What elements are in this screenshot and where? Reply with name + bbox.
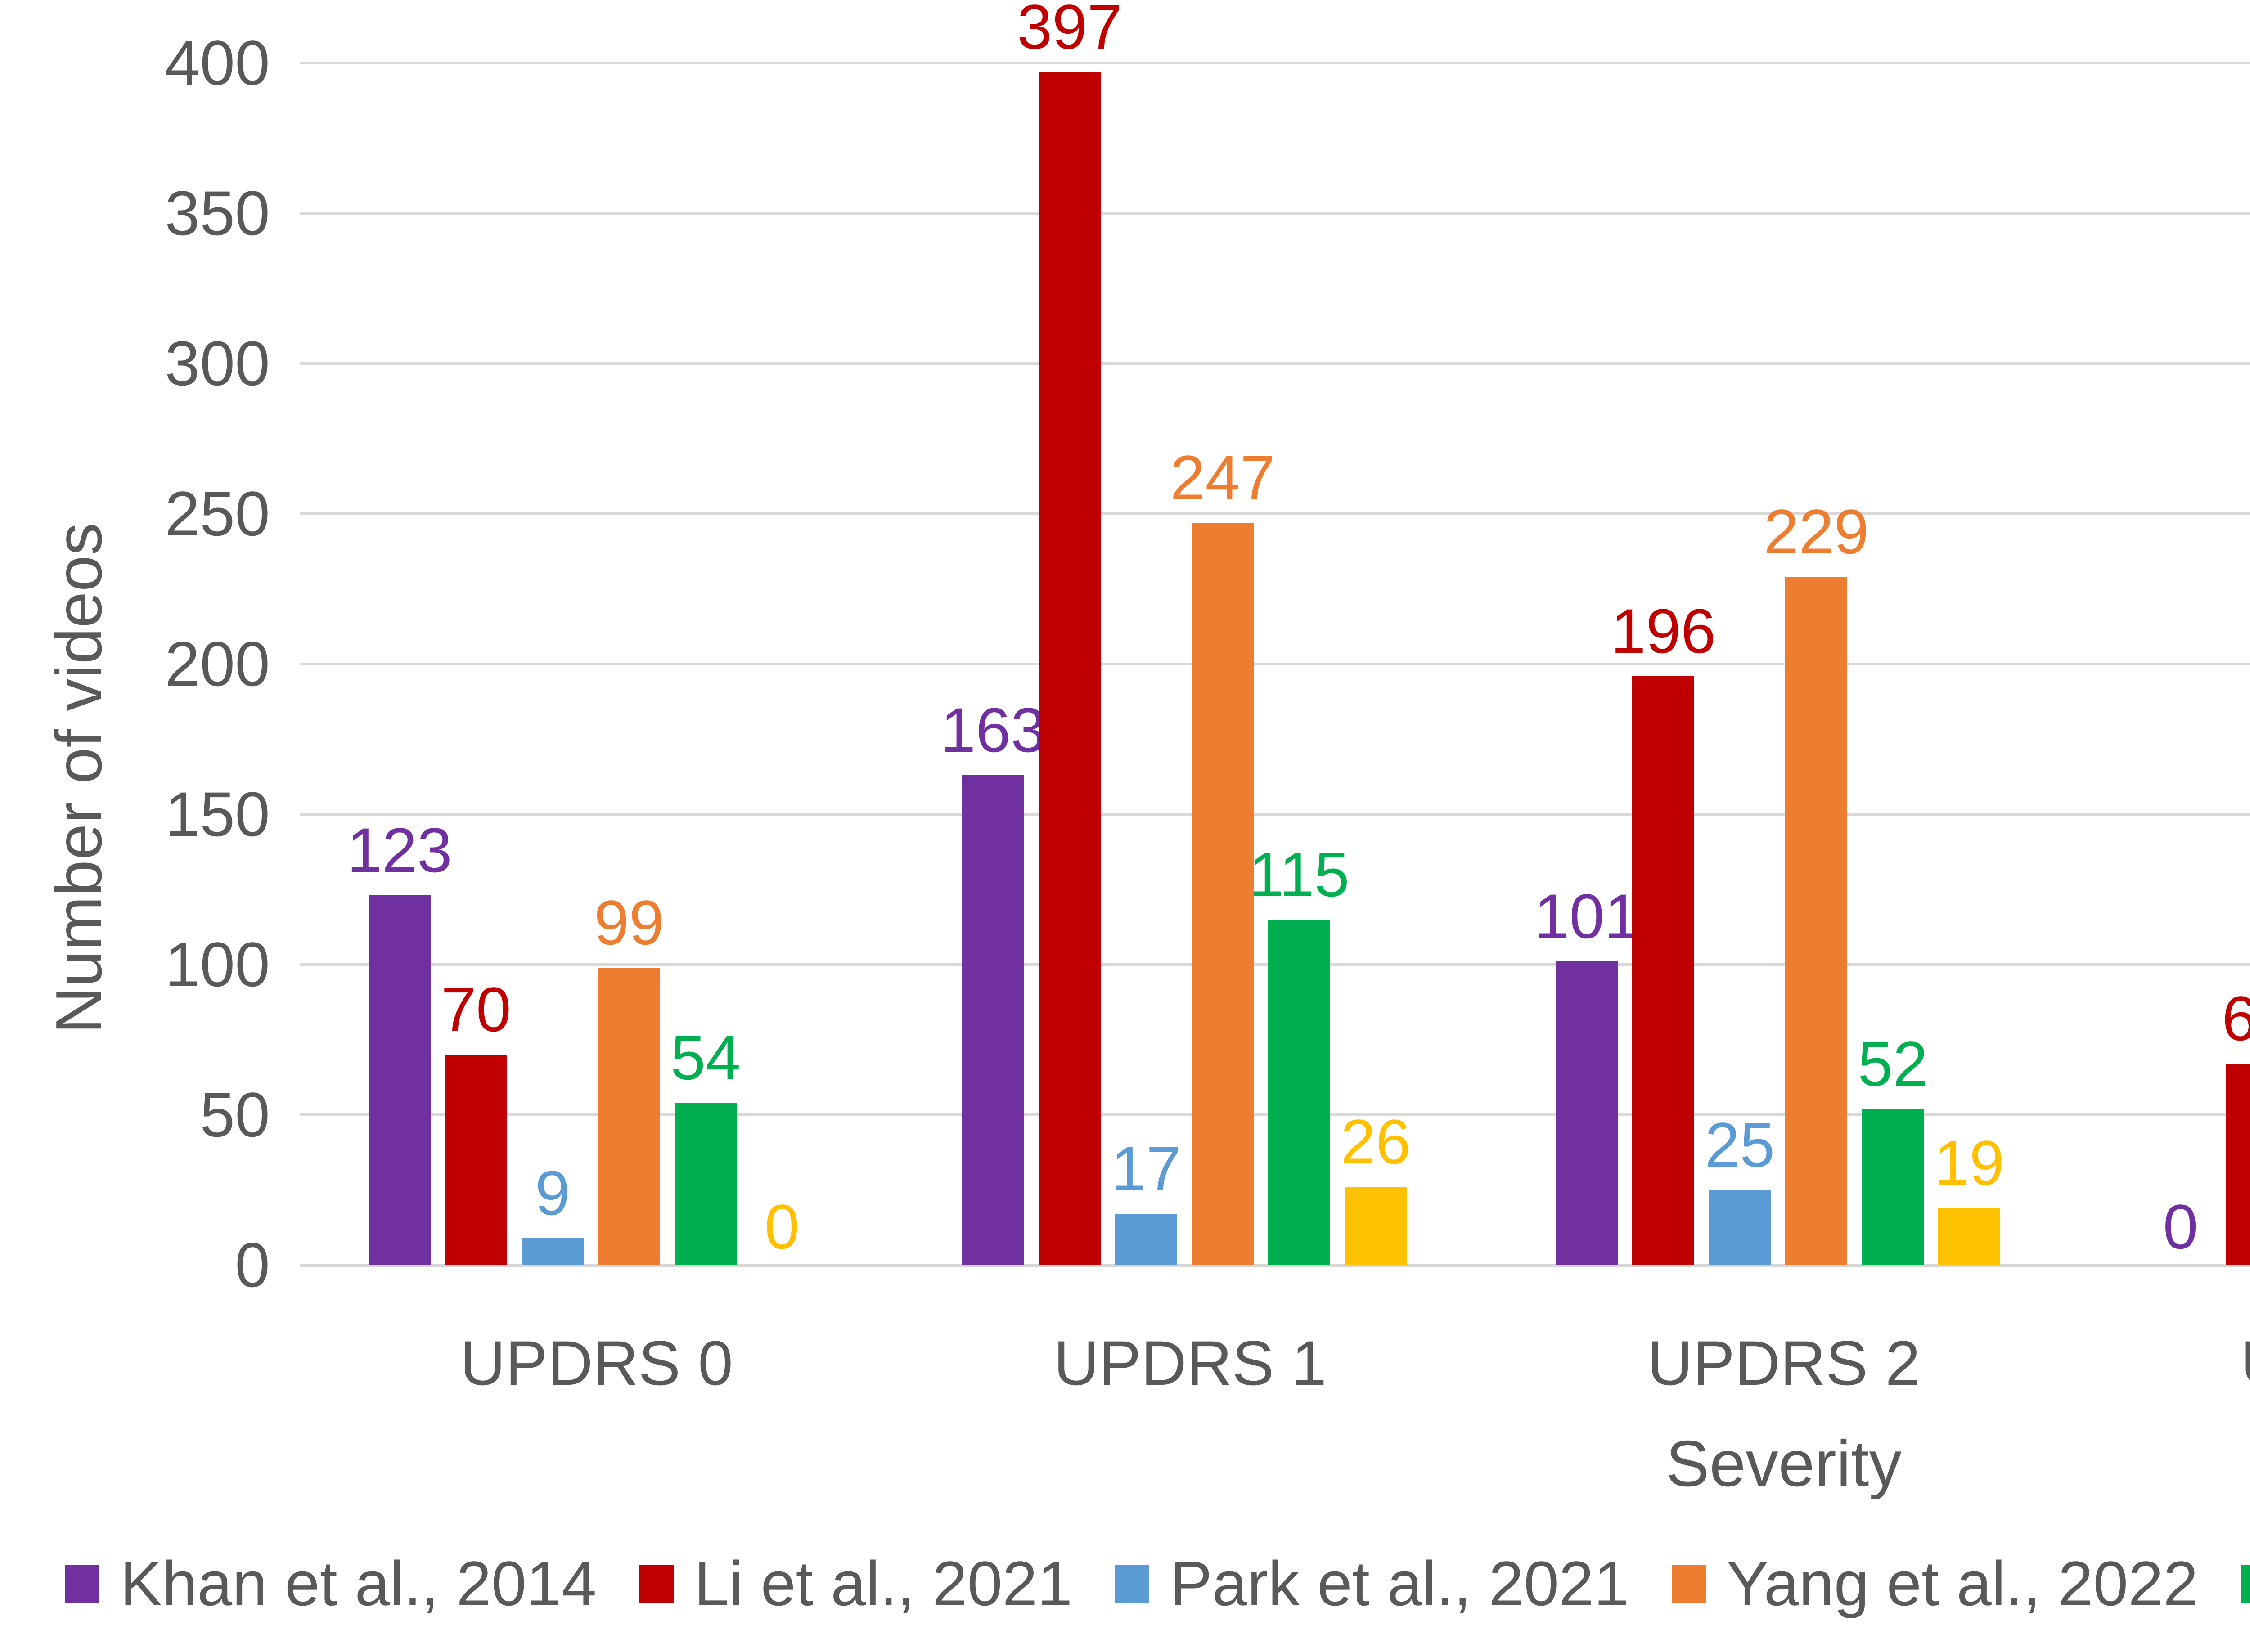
y-axis-tick-label: 150 [165,779,270,849]
bar [1632,676,1695,1265]
bar-value-label: 196 [1611,595,1716,666]
legend-item: Park et al., 2021 [1115,1547,1629,1620]
legend-label: Park et al., 2021 [1170,1548,1629,1619]
legend-label: Yang et al., 2022 [1726,1548,2199,1619]
bar [1192,523,1254,1265]
y-axis-tick-label: 350 [165,178,270,248]
gridline [300,362,2250,365]
legend-item: Yang et al., 2022 [1671,1547,2199,1620]
x-axis-title: Severity [1666,1427,1902,1500]
bar [962,775,1025,1265]
gridline [300,512,2250,515]
bar [598,967,660,1265]
bar [675,1103,737,1265]
legend-label: Li et al., 2021 [694,1548,1073,1619]
gridline [300,62,2250,64]
legend-marker-swatch [1115,1565,1150,1603]
gridline [300,813,2250,816]
x-axis-category-label: UPDRS 0 [460,1328,733,1398]
bar-value-label: 163 [940,695,1046,766]
x-axis-category-label: UPDRS 3 [2175,1327,2250,1399]
legend-marker-swatch [639,1565,674,1603]
bar-value-label: 101 [1534,881,1640,952]
bar [1115,1214,1178,1265]
legend: Khan et al., 2014 Li et al., 2021 Park et … [0,1541,2250,1626]
bar-value-label: 70 [441,974,511,1045]
y-axis-tick-label: 50 [200,1079,270,1150]
bar-value-label: 0 [2163,1191,2198,1262]
bar [1345,1187,1407,1265]
bar-value-label: 397 [1017,0,1122,63]
legend-marker-swatch [2241,1565,2250,1603]
bar-value-label: 54 [670,1022,741,1093]
legend-item: Li et al., 2021 [639,1547,1073,1620]
gridline [300,663,2250,665]
legend-marker-swatch [1671,1565,1706,1603]
legend-marker-swatch [65,1565,100,1603]
bar-value-label: 247 [1170,442,1275,513]
y-axis-tick-label: 0 [235,1230,270,1300]
bar-value-label: 0 [765,1191,800,1262]
y-axis-tick-label: 250 [165,478,270,549]
bar [1039,72,1101,1265]
legend-item: Khan et al., 2014 [65,1547,597,1620]
bar [1938,1208,2001,1265]
legend-item: Li et al., 2022 [2241,1547,2250,1620]
y-axis-title: Number of videos [42,522,115,1034]
y-axis-tick-label: 300 [165,328,270,399]
x-axis-line [300,1264,2250,1267]
y-axis-tick-label: 100 [165,929,270,1000]
bar-value-label: 17 [1111,1133,1182,1204]
x-axis-category-label: UPDRS 2 [1647,1328,1921,1398]
bar-value-label: 19 [1934,1127,2005,1199]
bar-value-label: 25 [1705,1109,1775,1180]
bar-value-label: 52 [1858,1028,1928,1099]
legend-label: Khan et al., 2014 [120,1548,597,1619]
bar-value-label: 99 [594,887,664,958]
bar-value-label: 123 [347,815,452,886]
bar [1556,961,1618,1265]
x-axis-category-label: UPDRS 1 [1053,1328,1327,1398]
bar [2226,1064,2250,1265]
bar [522,1238,584,1265]
bar [1709,1190,1771,1265]
bar-value-label: 26 [1341,1106,1411,1177]
bar-value-label: 67 [2222,983,2250,1054]
gridline [300,212,2250,215]
bar [445,1055,507,1265]
y-axis-tick-label: 400 [165,27,270,98]
bar [1785,577,1848,1265]
bar [369,895,431,1265]
bar-value-label: 115 [1249,839,1350,910]
y-axis-tick-label: 200 [165,628,270,699]
bar-value-label: 229 [1764,496,1869,567]
bar-value-label: 9 [535,1157,570,1228]
bar [1268,919,1331,1265]
bar [1862,1109,1924,1265]
